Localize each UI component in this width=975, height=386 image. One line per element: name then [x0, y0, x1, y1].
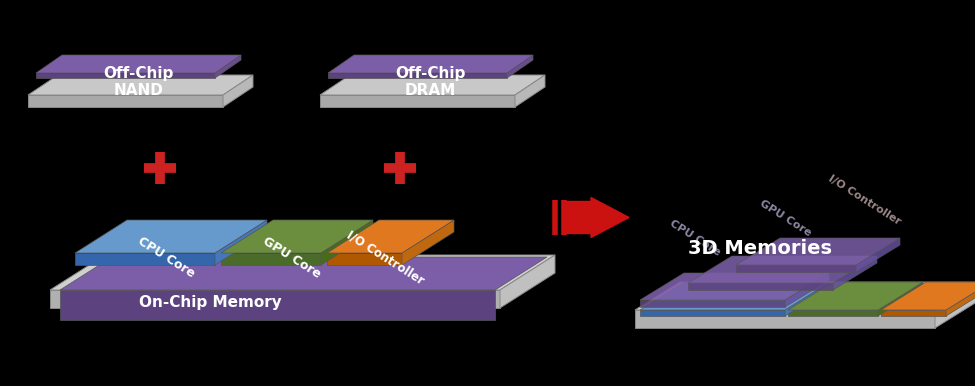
Polygon shape	[688, 256, 877, 283]
Polygon shape	[785, 282, 830, 316]
Text: Off-Chip
DRAM: Off-Chip DRAM	[395, 66, 466, 98]
Polygon shape	[788, 310, 878, 316]
Polygon shape	[328, 73, 507, 78]
Polygon shape	[788, 282, 923, 310]
Polygon shape	[736, 265, 856, 272]
Polygon shape	[75, 220, 267, 253]
Polygon shape	[402, 220, 454, 265]
Polygon shape	[881, 282, 975, 310]
Polygon shape	[736, 238, 900, 265]
Polygon shape	[36, 55, 241, 73]
Polygon shape	[215, 220, 267, 265]
Polygon shape	[640, 282, 830, 310]
FancyArrow shape	[564, 198, 629, 237]
Text: I/O Controller: I/O Controller	[827, 173, 903, 227]
Polygon shape	[881, 310, 946, 316]
Text: CPU Core: CPU Core	[668, 218, 722, 258]
Polygon shape	[327, 220, 454, 253]
Polygon shape	[28, 95, 223, 107]
Polygon shape	[75, 253, 215, 265]
Polygon shape	[640, 300, 785, 307]
Polygon shape	[878, 282, 923, 316]
Text: 3D Memories: 3D Memories	[688, 239, 832, 257]
Polygon shape	[688, 283, 833, 290]
Polygon shape	[221, 220, 373, 253]
Polygon shape	[635, 310, 935, 328]
Polygon shape	[327, 253, 402, 265]
Polygon shape	[50, 290, 500, 308]
Text: GPU Core: GPU Core	[758, 198, 812, 238]
Text: I/O Controller: I/O Controller	[344, 229, 426, 287]
Polygon shape	[856, 238, 900, 272]
Polygon shape	[50, 255, 555, 290]
Polygon shape	[946, 282, 975, 316]
Polygon shape	[515, 75, 545, 107]
Polygon shape	[60, 290, 495, 320]
Polygon shape	[28, 75, 253, 95]
Polygon shape	[60, 257, 547, 290]
Polygon shape	[635, 282, 975, 310]
Polygon shape	[221, 253, 321, 265]
Polygon shape	[320, 95, 515, 107]
Text: On-Chip Memory: On-Chip Memory	[138, 295, 282, 310]
Polygon shape	[833, 256, 877, 290]
Polygon shape	[507, 55, 533, 78]
Polygon shape	[328, 55, 533, 73]
Polygon shape	[223, 75, 253, 107]
Polygon shape	[500, 255, 555, 308]
Polygon shape	[36, 73, 215, 78]
Polygon shape	[640, 310, 785, 316]
Polygon shape	[935, 282, 975, 328]
Polygon shape	[215, 55, 241, 78]
Polygon shape	[785, 273, 829, 307]
Polygon shape	[321, 220, 373, 265]
Polygon shape	[320, 75, 545, 95]
Text: Off-Chip
NAND: Off-Chip NAND	[103, 66, 174, 98]
Text: GPU Core: GPU Core	[260, 235, 323, 281]
Text: CPU Core: CPU Core	[135, 235, 197, 281]
Polygon shape	[640, 273, 829, 300]
